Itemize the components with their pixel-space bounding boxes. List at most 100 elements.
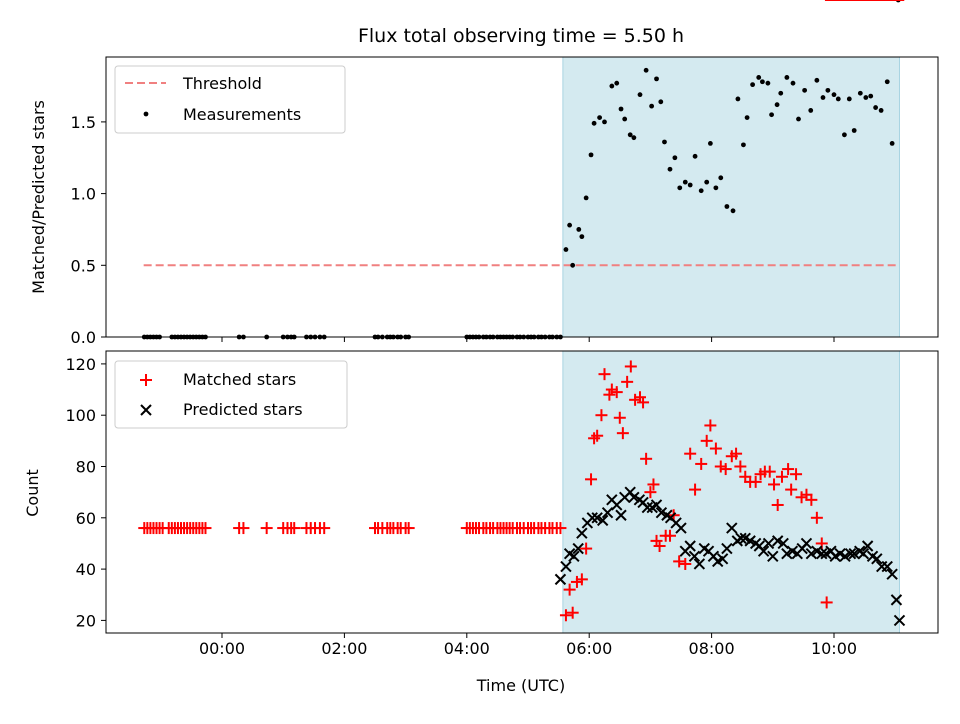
matched-star-point xyxy=(820,596,833,609)
predicted-star-point xyxy=(890,594,903,606)
matched-star-point xyxy=(402,522,415,535)
measurement-point xyxy=(796,116,801,122)
predicted-star-point xyxy=(572,542,584,555)
matched-star-point xyxy=(554,522,567,535)
measurement-point xyxy=(814,77,820,83)
measurement-point xyxy=(609,83,615,89)
x-tick-label: 00:00 xyxy=(199,639,245,658)
measurement-point xyxy=(730,208,736,214)
predicted-star-point xyxy=(716,553,729,565)
measurement-point xyxy=(658,99,664,105)
top-panel: 0.0 0.5 1.0 1.5 Matched/Predicted stars Thr… xyxy=(29,0,939,347)
predicted-stars-points xyxy=(554,486,906,627)
top-plot-frame xyxy=(105,56,939,338)
measurement-point xyxy=(744,115,750,120)
matched-star-point xyxy=(595,409,608,422)
matched-star-point xyxy=(734,460,747,473)
matched-star-point xyxy=(695,457,708,470)
matched-star-point xyxy=(585,473,598,486)
predicted-star-point xyxy=(762,537,775,550)
matched-star-point xyxy=(559,609,572,622)
predicted-star-point xyxy=(641,501,654,514)
measurement-point xyxy=(614,80,620,86)
predicted-star-point xyxy=(777,537,789,550)
measurement-point xyxy=(808,108,814,113)
predicted-star-point xyxy=(721,542,733,555)
bottom-legend: Matched stars Predicted stars xyxy=(114,360,348,429)
measurement-point xyxy=(759,79,765,85)
measurement-point xyxy=(724,204,730,209)
predicted-star-point xyxy=(586,512,598,524)
measurement-point xyxy=(735,96,741,102)
measurement-point xyxy=(790,80,796,86)
top-legend: Threshold Measurements xyxy=(114,65,346,134)
top-xticks xyxy=(221,337,835,342)
predicted-star-point xyxy=(886,568,898,580)
y-tick-label: 80 xyxy=(76,458,96,477)
matched-star-point xyxy=(673,555,686,568)
measurement-point xyxy=(618,106,624,112)
measurement-point xyxy=(591,120,597,126)
matched-star-point xyxy=(288,522,301,535)
measurement-point xyxy=(570,262,576,268)
matched-star-point xyxy=(575,573,588,586)
legend-measurements-label: Measurements xyxy=(183,105,301,124)
measurement-point xyxy=(831,92,837,98)
measurement-point xyxy=(835,96,841,102)
matched-stars-points xyxy=(138,0,905,622)
measurement-point xyxy=(769,112,774,118)
predicted-star-point xyxy=(624,486,636,498)
matched-star-point xyxy=(603,388,616,401)
measurement-point xyxy=(846,96,852,102)
predicted-star-point xyxy=(675,522,687,534)
matched-star-point xyxy=(785,483,798,496)
measurement-point xyxy=(820,95,826,100)
measurement-point xyxy=(863,95,869,100)
legend-predicted-swatch xyxy=(140,404,152,416)
matched-star-point xyxy=(563,583,576,596)
matched-star-point xyxy=(260,522,273,535)
predicted-star-point xyxy=(684,540,696,552)
matched-star-point xyxy=(598,368,611,381)
matched-star-point xyxy=(775,470,788,483)
predicted-star-point xyxy=(596,514,609,527)
matched-star-point xyxy=(719,463,732,476)
x-tick-label: 02:00 xyxy=(321,639,367,658)
legend-measurements-swatch xyxy=(143,111,149,117)
predicted-star-point xyxy=(726,522,738,534)
matched-star-point xyxy=(771,498,784,511)
predicted-star-point xyxy=(735,532,747,545)
measurement-point xyxy=(842,132,847,138)
matched-star-point xyxy=(621,375,634,388)
matched-star-point xyxy=(199,522,212,535)
measurement-point xyxy=(756,75,762,80)
bottom-panel: 00:00 02:00 04:00 06:00 08:00 10:00 20 40 60 80 1… xyxy=(23,0,939,695)
y-tick-label: 1.5 xyxy=(71,113,96,132)
measurement-point xyxy=(588,152,594,158)
measurement-point xyxy=(667,166,673,172)
matched-star-point xyxy=(580,542,593,555)
measurement-point xyxy=(802,87,808,93)
measurement-point xyxy=(778,90,784,96)
x-tick-label: 08:00 xyxy=(689,639,735,658)
measurement-point xyxy=(698,188,704,194)
predicted-star-point xyxy=(576,527,588,539)
y-tick-label: 40 xyxy=(76,560,96,579)
matched-star-point xyxy=(810,511,823,524)
matched-star-point xyxy=(640,452,653,465)
bottom-plot-frame xyxy=(105,350,939,634)
measurement-point xyxy=(631,135,637,141)
matched-star-point xyxy=(647,478,660,491)
measurement-point xyxy=(682,179,688,185)
top-observing-band xyxy=(562,56,900,338)
measurement-point xyxy=(622,116,628,122)
predicted-star-point xyxy=(757,545,770,557)
predicted-star-point xyxy=(816,548,828,560)
measurement-point xyxy=(692,153,698,159)
measurement-point xyxy=(889,141,895,146)
predicted-star-point xyxy=(554,573,567,586)
predicted-star-point xyxy=(857,548,870,560)
bottom-yticks: 20 40 60 80 100 120 xyxy=(65,355,106,630)
y-tick-label: 120 xyxy=(65,355,96,374)
